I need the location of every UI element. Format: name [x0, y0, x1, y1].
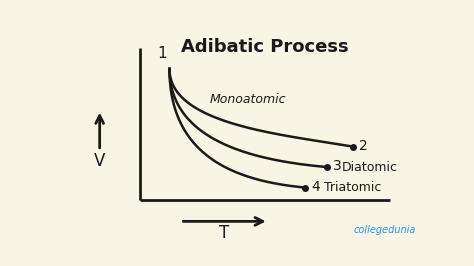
Text: Triatomic: Triatomic	[324, 181, 381, 194]
Text: 1: 1	[157, 45, 167, 61]
Text: V: V	[94, 152, 105, 170]
Text: 3: 3	[333, 159, 342, 173]
Text: Adibatic Process: Adibatic Process	[181, 38, 349, 56]
Text: 2: 2	[359, 139, 367, 153]
Text: collegedunia: collegedunia	[353, 225, 416, 235]
Text: 4: 4	[311, 180, 319, 194]
Text: Diatomic: Diatomic	[342, 161, 398, 174]
Text: Monoatomic: Monoatomic	[210, 93, 286, 106]
Text: T: T	[219, 224, 230, 242]
